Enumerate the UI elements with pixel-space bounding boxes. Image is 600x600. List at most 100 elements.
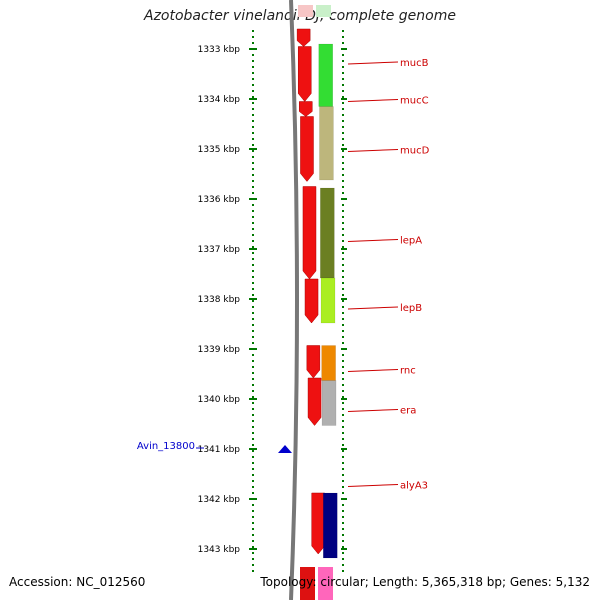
- gene-label-era[interactable]: era: [400, 406, 416, 417]
- guide-dot: [342, 150, 344, 152]
- guide-dot: [342, 438, 344, 440]
- tick-label: 1334 kbp: [198, 95, 241, 105]
- blue-triangle-marker-icon[interactable]: [278, 445, 292, 453]
- guide-dot: [342, 528, 344, 530]
- tick-label: 1337 kbp: [198, 245, 241, 255]
- guide-dot: [342, 234, 344, 236]
- gene-block-alyA3[interactable]: [323, 492, 338, 559]
- guide-dot: [342, 558, 344, 560]
- guide-dot: [252, 444, 254, 446]
- gene-block-mucB[interactable]: [318, 43, 334, 107]
- guide-dot: [252, 324, 254, 326]
- guide-dot: [252, 546, 254, 548]
- guide-dot: [342, 120, 344, 122]
- guide-dot: [342, 414, 344, 416]
- tick-mark-right: [341, 498, 347, 500]
- guide-dot: [342, 258, 344, 260]
- gene-label-leader: [347, 484, 399, 487]
- guide-dot: [342, 444, 344, 446]
- guide-dot: [252, 240, 254, 242]
- gene-label-leader: [347, 369, 399, 372]
- guide-dot: [342, 90, 344, 92]
- gene-arrow-forward[interactable]: [300, 116, 314, 182]
- guide-dot: [342, 384, 344, 386]
- guide-dot: [342, 96, 344, 98]
- guide-dot: [342, 42, 344, 44]
- gene-label-mucC[interactable]: mucC: [400, 96, 429, 107]
- guide-dot: [252, 450, 254, 452]
- guide-dot: [252, 372, 254, 374]
- gene-block-mucD[interactable]: [319, 106, 334, 181]
- guide-dot: [252, 468, 254, 470]
- guide-dot: [252, 30, 254, 32]
- red-gene-strand: [296, 28, 325, 555]
- guide-dot: [252, 186, 254, 188]
- gene-label-lepB[interactable]: lepB: [400, 303, 422, 314]
- highlight-marker: Avin_13800: [137, 441, 292, 453]
- gene-block-rnc[interactable]: [321, 345, 336, 381]
- guide-dot: [342, 36, 344, 38]
- guide-dot: [252, 138, 254, 140]
- guide-dot: [342, 516, 344, 518]
- gene-arrow-forward[interactable]: [297, 46, 312, 102]
- guide-dot: [342, 306, 344, 308]
- gene-label-rnc[interactable]: rnc: [400, 366, 416, 377]
- tick-mark-right: [341, 48, 347, 50]
- guide-dot: [252, 108, 254, 110]
- gene-arrow-forward[interactable]: [306, 345, 321, 379]
- guide-dot: [342, 180, 344, 182]
- tick-mark-right: [341, 98, 347, 100]
- guide-dot: [252, 558, 254, 560]
- gene-label-alyA3[interactable]: alyA3: [400, 481, 428, 492]
- guide-dot: [252, 60, 254, 62]
- guide-dot: [342, 492, 344, 494]
- guide-dot: [252, 366, 254, 368]
- gene-arrow-forward[interactable]: [307, 377, 322, 426]
- right-dotted-guide: [342, 30, 344, 572]
- guide-dot: [252, 540, 254, 542]
- guide-dot: [342, 504, 344, 506]
- guide-dot: [342, 462, 344, 464]
- guide-dot: [342, 330, 344, 332]
- guide-dot: [252, 72, 254, 74]
- guide-dot: [252, 354, 254, 356]
- guide-dot: [252, 528, 254, 530]
- guide-dot: [342, 288, 344, 290]
- gene-block-era[interactable]: [321, 380, 337, 426]
- guide-dot: [252, 156, 254, 158]
- gene-arrow-forward[interactable]: [302, 186, 317, 280]
- guide-dot: [342, 540, 344, 542]
- gene-block-lepA[interactable]: [320, 187, 335, 279]
- gene-arrow-forward[interactable]: [299, 101, 313, 117]
- tick-mark-left: [249, 298, 257, 300]
- gene-label-lepA[interactable]: lepA: [400, 236, 422, 247]
- guide-dot: [342, 402, 344, 404]
- gene-block-lepB[interactable]: [320, 277, 336, 324]
- guide-dot: [342, 546, 344, 548]
- guide-dot: [342, 228, 344, 230]
- guide-dot: [342, 294, 344, 296]
- gene-arrow-forward[interactable]: [296, 28, 311, 47]
- guide-dot: [342, 510, 344, 512]
- guide-dot: [342, 102, 344, 104]
- guide-dot: [342, 324, 344, 326]
- gene-label-mucB[interactable]: mucB: [400, 58, 429, 69]
- guide-dot: [252, 288, 254, 290]
- guide-dot: [252, 564, 254, 566]
- guide-dot: [252, 204, 254, 206]
- guide-dot: [252, 402, 254, 404]
- gene-arrow-forward[interactable]: [304, 278, 319, 324]
- backbone-curve: [289, 0, 299, 600]
- guide-dot: [342, 420, 344, 422]
- guide-dot: [252, 306, 254, 308]
- highlight-gene-label[interactable]: Avin_13800: [137, 441, 195, 452]
- guide-dot: [252, 102, 254, 104]
- tick-label: 1341 kbp: [198, 445, 241, 455]
- gene-arrow-forward[interactable]: [311, 492, 325, 555]
- guide-dot: [252, 462, 254, 464]
- guide-dot: [342, 168, 344, 170]
- guide-dot: [342, 162, 344, 164]
- gene-label-mucD[interactable]: mucD: [400, 146, 430, 157]
